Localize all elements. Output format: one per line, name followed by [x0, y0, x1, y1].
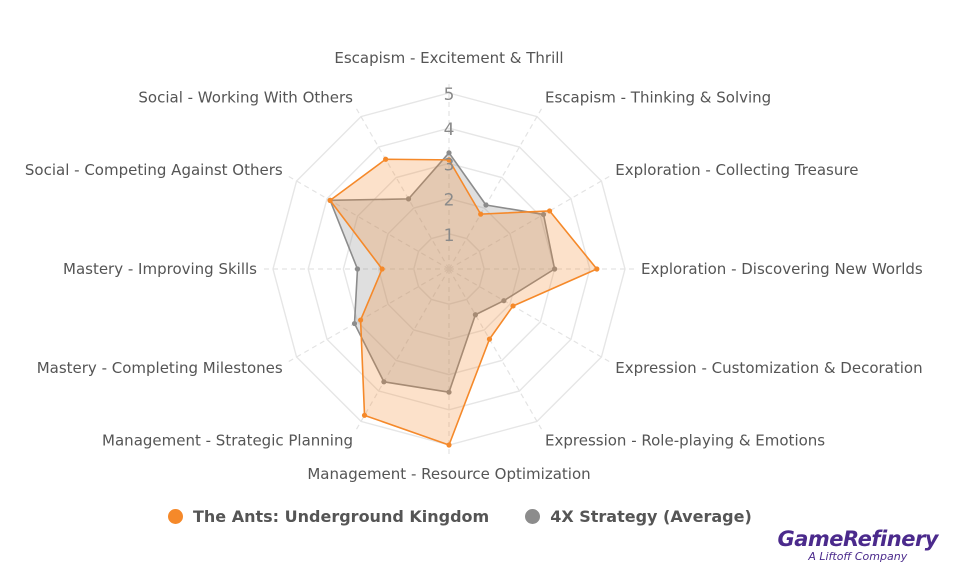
category-label-6: Management - Resource Optimization — [307, 465, 590, 483]
series-0-point-7[interactable] — [361, 412, 368, 418]
grid-spoke — [448, 268, 611, 363]
radial-tick-labels: 1 2 3 4 5 — [444, 85, 455, 246]
series-1-point-8[interactable] — [351, 320, 358, 327]
grid-spoke — [355, 107, 450, 270]
category-label-2: Exploration - Collecting Treasure — [615, 161, 858, 179]
series-0 — [327, 156, 600, 448]
series-0-point-2[interactable] — [546, 208, 553, 214]
series-1-point-6[interactable] — [446, 389, 452, 395]
tick-label-1: 1 — [444, 226, 455, 246]
legend-label-ants: The Ants: Underground Kingdom — [193, 507, 490, 526]
grid-spoke — [355, 268, 450, 431]
series-1-point-3[interactable] — [552, 266, 558, 272]
series-1-point-7[interactable] — [381, 379, 387, 385]
category-labels: Escapism - Excitement & Thrill Escapism -… — [25, 49, 923, 483]
legend-marker-4x-average — [525, 509, 541, 524]
logo-wordmark: GameRefinery — [777, 527, 939, 551]
tick-label-4: 4 — [444, 120, 455, 140]
grid-ring-4 — [307, 127, 591, 411]
series-1-point-1[interactable] — [483, 202, 489, 208]
grid-spoke — [287, 268, 450, 363]
category-label-3: Exploration - Discovering New Worlds — [641, 260, 923, 278]
grid-spoke — [287, 175, 450, 270]
series-0-point-6[interactable] — [446, 442, 452, 448]
tick-label-3: 3 — [444, 155, 455, 175]
series-0-point-3[interactable] — [594, 266, 600, 272]
series-0-point-5[interactable] — [486, 336, 493, 342]
series-0-point-9[interactable] — [379, 266, 385, 272]
grid-spoke — [448, 268, 543, 431]
grid-ring-1 — [413, 233, 485, 305]
gamerefinery-logo: GameRefinery A Liftoff Company — [777, 527, 939, 563]
legend-marker-ants — [168, 509, 183, 524]
series-0-point-8[interactable] — [357, 317, 364, 323]
series-0-point-0[interactable] — [446, 157, 452, 163]
series-1-point-0[interactable] — [446, 150, 452, 156]
category-label-1: Escapism - Thinking & Solving — [545, 89, 771, 107]
grid-spoke — [448, 175, 611, 270]
logo-tagline: A Liftoff Company — [808, 550, 908, 563]
grid-ring-3 — [342, 162, 556, 376]
series-1-point-5[interactable] — [472, 312, 478, 318]
legend-label-4x-average: 4X Strategy (Average) — [550, 507, 752, 526]
grid-ring-2 — [377, 197, 521, 341]
tick-label-2: 2 — [444, 191, 455, 211]
category-label-7: Management - Strategic Planning — [102, 431, 353, 449]
series-0-point-11[interactable] — [383, 156, 389, 162]
category-label-5: Expression - Role-playing & Emotions — [545, 431, 825, 449]
series-0-point-1[interactable] — [478, 211, 484, 217]
category-label-8: Mastery - Completing Milestones — [37, 359, 283, 377]
category-label-0: Escapism - Excitement & Thrill — [334, 49, 563, 67]
legend: The Ants: Underground Kingdom 4X Strateg… — [168, 507, 788, 526]
series-1-point-2[interactable] — [540, 211, 547, 218]
category-label-10: Social - Competing Against Others — [25, 161, 283, 179]
category-label-9: Mastery - Improving Skills — [63, 260, 257, 278]
tick-label-5: 5 — [444, 85, 455, 105]
series-1-point-4[interactable] — [501, 298, 507, 304]
category-label-11: Social - Working With Others — [138, 89, 353, 107]
series-1-point-9[interactable] — [354, 266, 361, 272]
series-0-point-4[interactable] — [510, 303, 516, 309]
legend-item-ants[interactable]: The Ants: Underground Kingdom — [168, 507, 489, 526]
series-0-point-10[interactable] — [327, 197, 333, 203]
legend-item-4x-average[interactable]: 4X Strategy (Average) — [525, 507, 752, 526]
category-label-4: Expression - Customization & Decoration — [615, 359, 922, 377]
radar-series — [327, 150, 600, 448]
grid-spoke — [448, 107, 543, 270]
series-1-point-11[interactable] — [405, 196, 412, 202]
